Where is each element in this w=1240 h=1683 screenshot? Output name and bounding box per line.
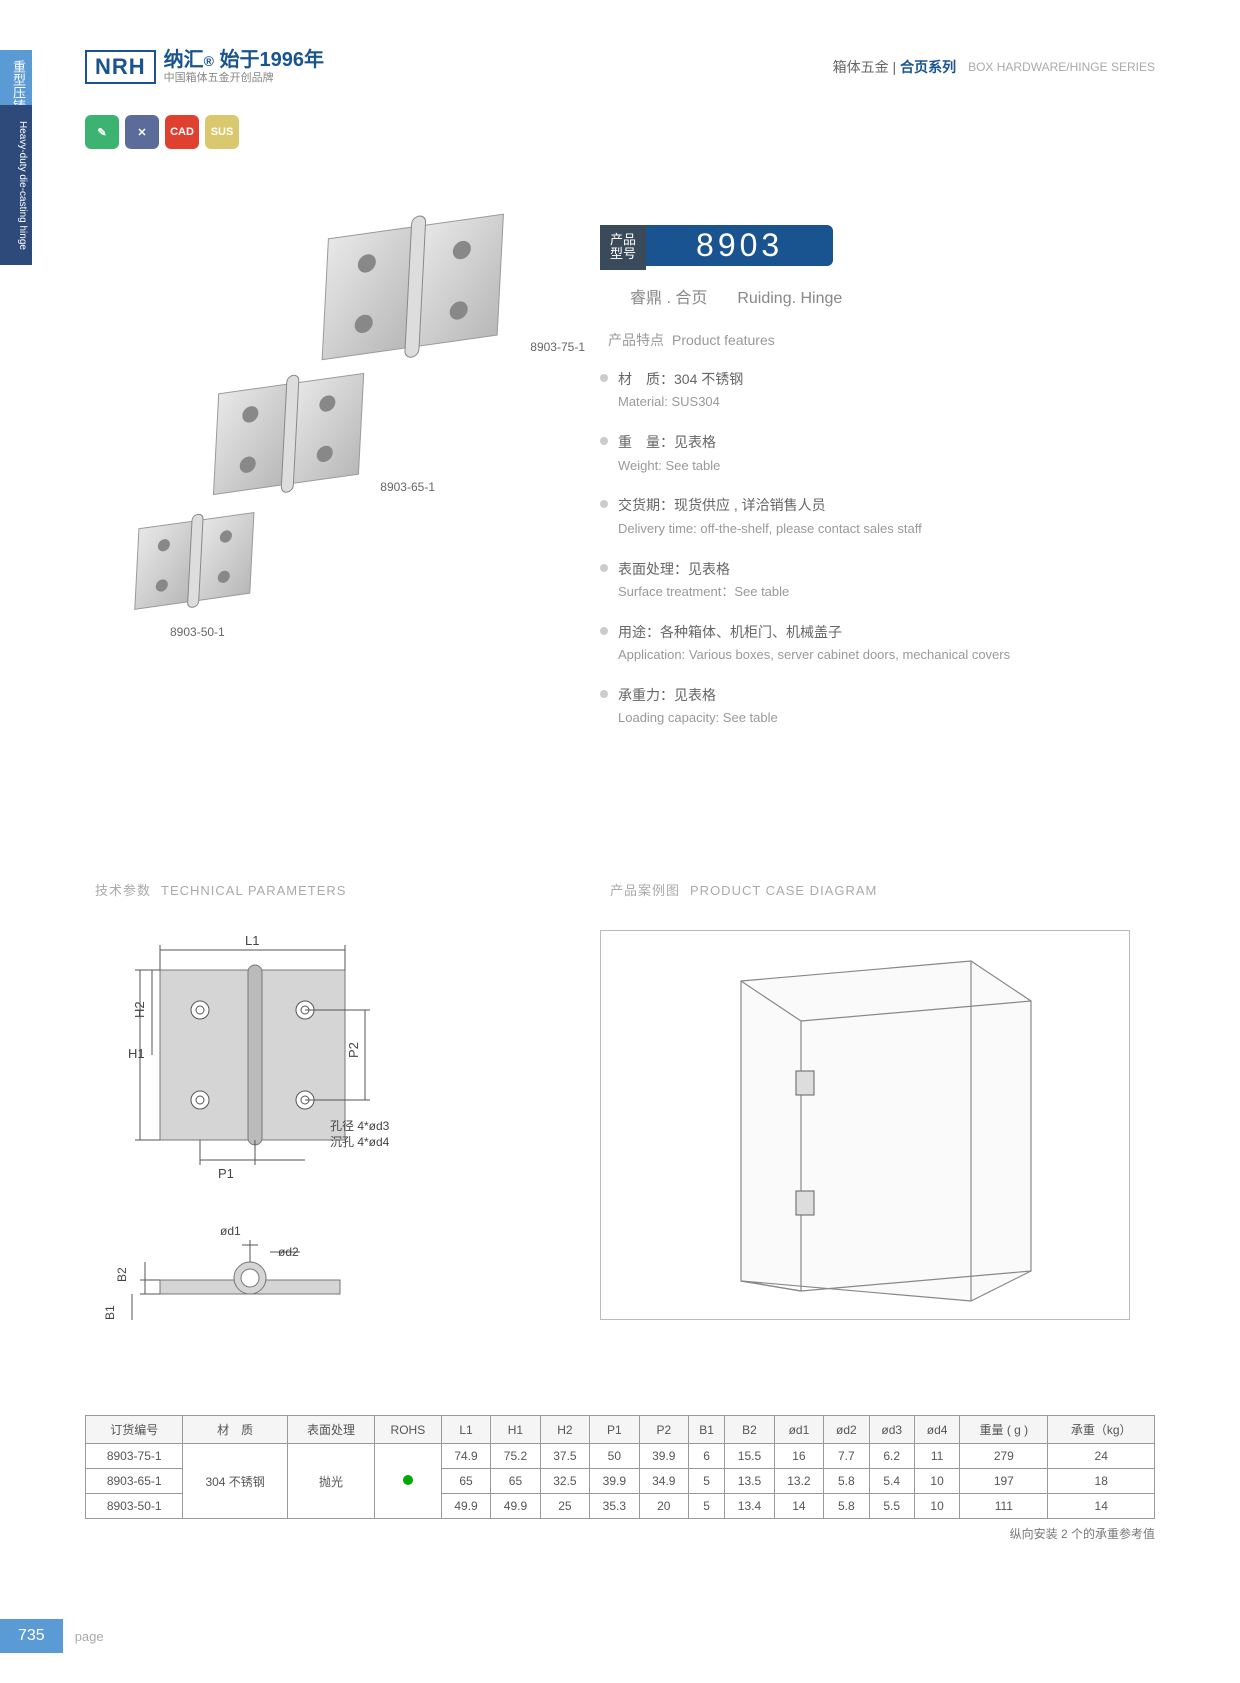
header-category: 箱体五金 | 合页系列 BOX HARDWARE/HINGE SERIES [833, 57, 1155, 77]
header: NRH 纳汇® 始于1996年 中国箱体五金开创品牌 箱体五金 | 合页系列 B… [85, 48, 1155, 85]
svg-text:ød1: ød1 [220, 1224, 241, 1238]
feature-item: 材 质：304 不锈钢Material: SUS304 [600, 368, 1140, 413]
case-diagram [600, 930, 1130, 1320]
badge: ✎ [85, 115, 119, 149]
model-tag: 产品 型号 [600, 225, 646, 270]
table-header: B1 [689, 1416, 725, 1444]
spec-table: 订货编号材 质表面处理ROHSL1H1H2P1P2B1B2ød1ød2ød3ød… [85, 1415, 1155, 1542]
side-tab-en: Heavy-duty die-casting hinge [0, 105, 32, 265]
case-title: 产品案例图PRODUCT CASE DIAGRAM [600, 880, 877, 900]
technical-diagram: L1 H1 H2 P2 P1 孔径 4*ød3 沉孔 4*ød4 ød1 ød2… [100, 930, 410, 1365]
logo: NRH [85, 50, 156, 84]
badges: ✎✕CADSUS [85, 115, 239, 149]
table-header: P1 [590, 1416, 639, 1444]
page-number: 735 [0, 1619, 63, 1653]
table-header: 承重（kg） [1048, 1416, 1155, 1444]
tagline: 中国箱体五金开创品牌 [164, 72, 324, 85]
table-header: 重量 ( g ) [960, 1416, 1048, 1444]
svg-text:孔径 4*ød3: 孔径 4*ød3 [330, 1119, 390, 1133]
svg-text:沉孔 4*ød4: 沉孔 4*ød4 [330, 1135, 390, 1149]
feature-item: 用途：各种箱体、机柜门、机械盖子Application: Various box… [600, 621, 1140, 666]
table-header: ød3 [869, 1416, 914, 1444]
feature-item: 交货期：现货供应 , 详洽销售人员Delivery time: off-the-… [600, 494, 1140, 539]
feature-item: 重 量：见表格Weight: See table [600, 431, 1140, 476]
product-images: 8903-75-1 8903-65-1 8903-50-1 [130, 210, 550, 630]
badge: SUS [205, 115, 239, 149]
svg-text:H2: H2 [132, 1001, 147, 1018]
svg-text:B1: B1 [103, 1305, 117, 1320]
table-header: L1 [441, 1416, 490, 1444]
table-header: ød1 [774, 1416, 823, 1444]
svg-text:P2: P2 [346, 1042, 361, 1058]
table-header: ROHS [375, 1416, 442, 1444]
svg-text:B2: B2 [115, 1267, 129, 1282]
features: 产品特点Product features 材 质：304 不锈钢Material… [600, 330, 1140, 747]
svg-text:P1: P1 [218, 1166, 234, 1181]
table-header: H1 [491, 1416, 540, 1444]
model-name: 睿鼎 . 合页Ruiding. Hinge [600, 284, 842, 308]
hinge-label-3: 8903-50-1 [170, 625, 225, 639]
hinge-medium: 8903-65-1 [210, 370, 385, 515]
svg-text:ød2: ød2 [278, 1245, 299, 1259]
svg-text:H1: H1 [128, 1046, 145, 1061]
hinge-label-1: 8903-75-1 [530, 340, 585, 354]
table-header: 订货编号 [86, 1416, 183, 1444]
brand-cn: 纳汇® 始于1996年 [164, 48, 324, 72]
logo-block: NRH 纳汇® 始于1996年 中国箱体五金开创品牌 [85, 48, 324, 85]
model-number: 8903 [646, 225, 833, 266]
feature-item: 表面处理：见表格Surface treatment：See table [600, 558, 1140, 603]
table-header: P2 [639, 1416, 688, 1444]
badge: CAD [165, 115, 199, 149]
table-header: 表面处理 [287, 1416, 374, 1444]
feature-item: 承重力：见表格Loading capacity: See table [600, 684, 1140, 729]
table-header: ød4 [914, 1416, 959, 1444]
table-header: 材 质 [183, 1416, 287, 1444]
model-block: 产品 型号8903 睿鼎 . 合页Ruiding. Hinge [600, 225, 842, 308]
table-header: H2 [540, 1416, 589, 1444]
badge: ✕ [125, 115, 159, 149]
table-row: 8903-75-1304 不锈钢抛光74.975.237.55039.9615.… [86, 1444, 1155, 1469]
hinge-large: 8903-75-1 [320, 210, 530, 380]
page-label: page [75, 1629, 104, 1644]
features-title: 产品特点Product features [600, 330, 1140, 350]
table-note: 纵向安装 2 个的承重参考值 [85, 1525, 1155, 1542]
table-header: ød2 [824, 1416, 869, 1444]
hinge-small: 8903-50-1 [130, 510, 270, 625]
tech-title: 技术参数TECHNICAL PARAMETERS [85, 880, 346, 900]
hinge-label-2: 8903-65-1 [380, 480, 435, 494]
footer: 735 page [0, 1619, 104, 1653]
svg-text:L1: L1 [245, 933, 259, 948]
table-header: B2 [725, 1416, 774, 1444]
